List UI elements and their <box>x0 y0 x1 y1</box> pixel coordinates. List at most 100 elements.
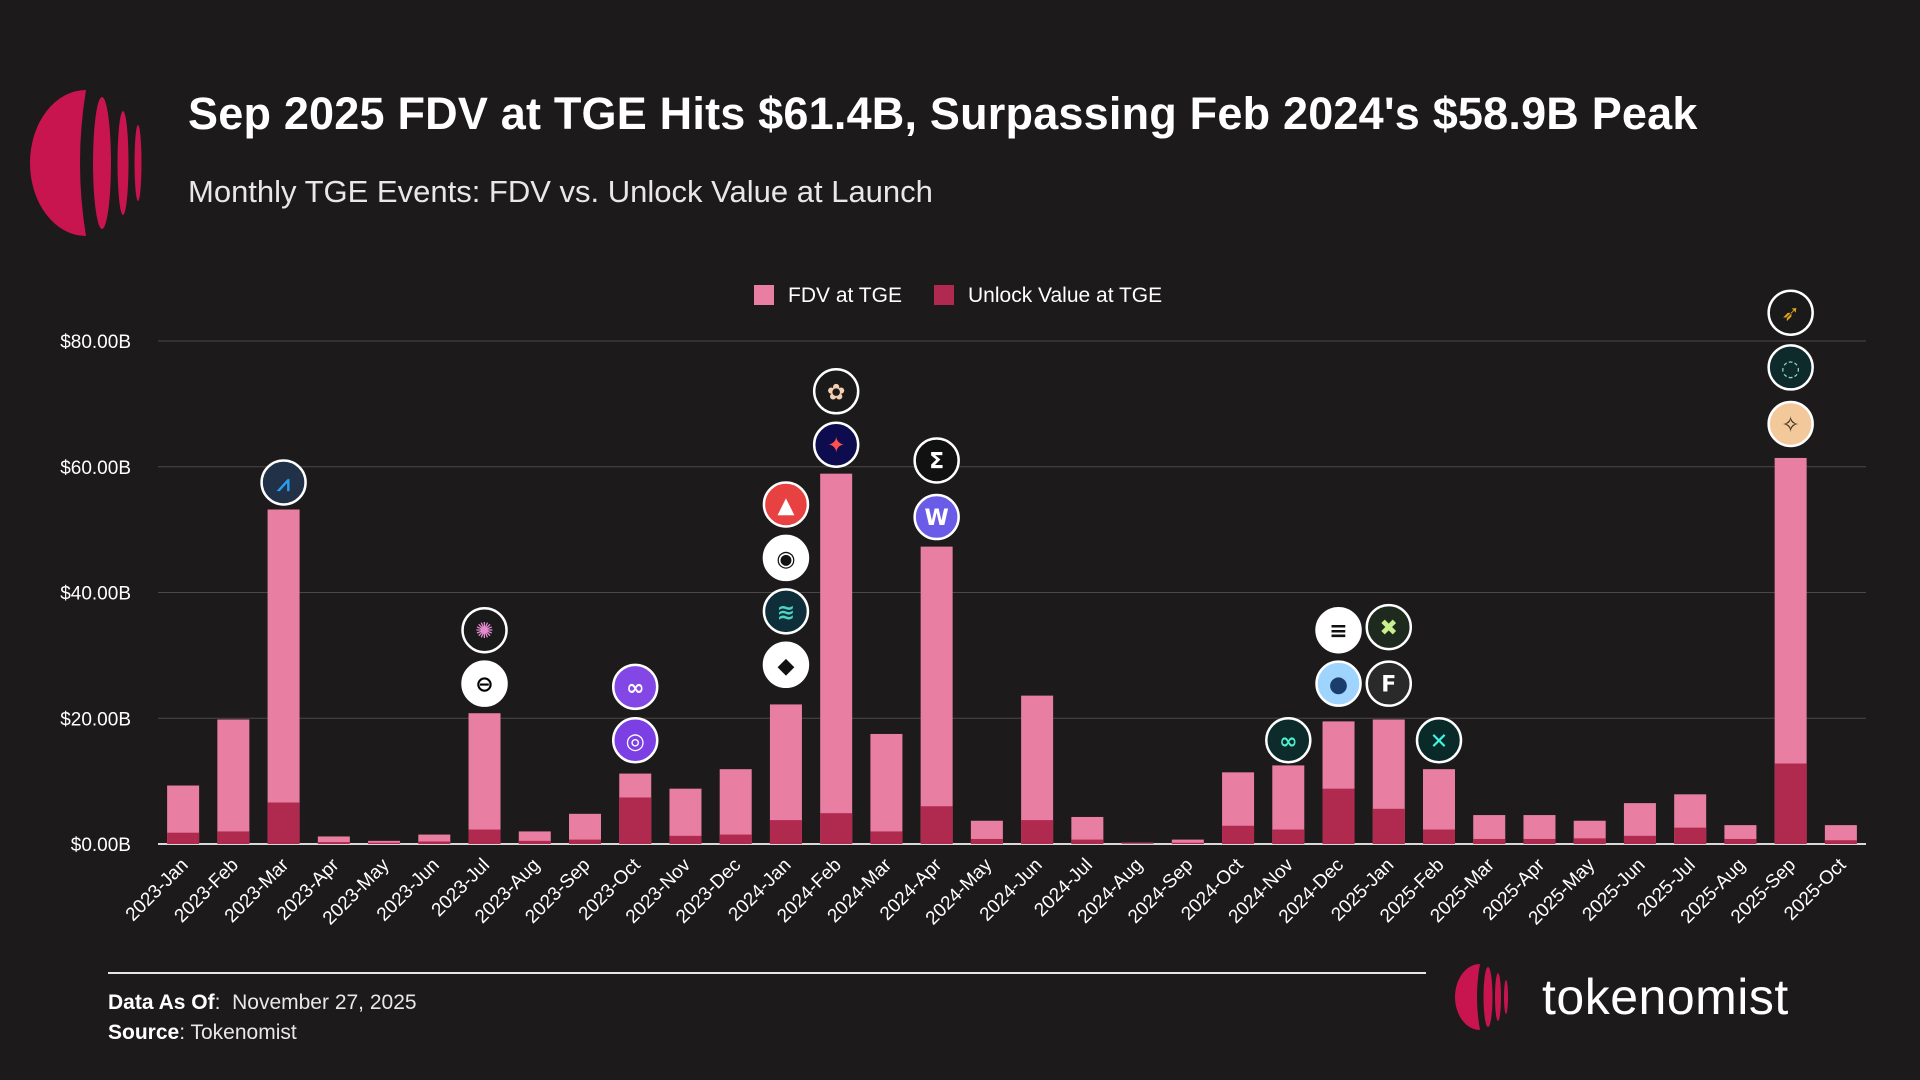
bar-unlock <box>1623 835 1656 844</box>
bar-fdv <box>217 719 250 844</box>
avalanche-style-icon: ▲ <box>762 481 810 528</box>
infinity-icon-glyph: ∞ <box>1279 729 1297 754</box>
compass-icon-circle <box>1767 400 1814 448</box>
brand-name: tokenomist <box>1542 969 1789 1025</box>
penguin-icon-glyph: ● <box>1329 673 1348 698</box>
bar-unlock <box>1071 839 1104 844</box>
bar-fdv <box>1121 842 1154 844</box>
bird-icon-circle <box>1767 289 1814 336</box>
legend-label-unlock: Unlock Value at TGE <box>968 284 1162 307</box>
bar-fdv <box>468 713 501 844</box>
source-label: Source <box>108 1021 180 1044</box>
ring-icon-circle <box>1767 344 1814 391</box>
bar-fdv <box>1171 839 1204 844</box>
bar-unlock <box>619 797 652 844</box>
bar-unlock <box>1222 825 1255 844</box>
bar-unlock <box>317 842 350 844</box>
bar-fdv <box>970 820 1003 844</box>
wave-icon-glyph: ≋ <box>777 600 795 625</box>
worldcoin-sunburst-icon: ✺ <box>461 606 508 654</box>
bar-unlock <box>518 840 551 844</box>
spiral-icon: ◉ <box>762 534 810 582</box>
worldcoin-icon: ⊖ <box>461 660 508 707</box>
infinity-icon-circle <box>1265 717 1312 764</box>
speed-lines-icon-glyph: ≡ <box>1329 619 1347 644</box>
avalanche-style-icon-glyph: ▲ <box>777 493 794 518</box>
wormhole-icon: W <box>913 493 960 541</box>
bar-unlock <box>1121 843 1154 844</box>
bar-unlock <box>468 829 501 844</box>
bar-unlock <box>920 806 953 844</box>
y-tick-label: $80.00B <box>60 332 131 353</box>
legend-swatch-fdv <box>754 285 774 305</box>
bar-unlock <box>769 820 802 844</box>
bar-fdv <box>1021 695 1054 844</box>
legend: FDV at TGE Unlock Value at TGE <box>754 284 1162 307</box>
bar-unlock <box>669 835 702 844</box>
source-value: Tokenomist <box>190 1021 297 1044</box>
flower-icon-glyph: ✿ <box>827 380 845 405</box>
y-tick-label: $40.00B <box>60 584 131 605</box>
bar-fdv <box>669 788 702 844</box>
cross-icon: ✖ <box>1365 603 1413 651</box>
worldcoin-sunburst-icon-glyph: ✺ <box>475 619 493 644</box>
bar-unlock <box>167 832 200 844</box>
bar-unlock <box>1573 838 1606 844</box>
bar-unlock <box>1372 808 1405 844</box>
data-as-of-value: November 27, 2025 <box>232 991 417 1014</box>
diamond-icon: ◆ <box>762 641 810 689</box>
diamond-icon-glyph: ◆ <box>777 654 794 679</box>
bar-fdv <box>719 769 752 844</box>
arbitrum-icon: ⩘ <box>260 459 307 506</box>
footer-notes: Data As Of: November 27, 2025 Source: To… <box>108 988 417 1048</box>
bird-icon-glyph: ➶ <box>1781 302 1799 327</box>
penguin-icon: ● <box>1315 660 1362 707</box>
compass-icon-glyph: ✧ <box>1781 413 1799 438</box>
sphere-icon-glyph: ◎ <box>626 729 645 754</box>
polygon-icon-glyph: ∞ <box>626 676 644 701</box>
bar-fdv <box>1824 825 1857 844</box>
starknet-icon-circle <box>812 421 860 468</box>
bar-unlock <box>1322 788 1355 844</box>
bar-fdv <box>267 509 300 844</box>
speed-lines-icon-circle <box>1315 606 1362 654</box>
bar-unlock <box>1523 838 1556 844</box>
bar-unlock <box>1774 763 1807 844</box>
compass-icon: ✧ <box>1767 400 1814 448</box>
bar-unlock <box>820 813 853 844</box>
bar-unlock <box>1674 827 1707 844</box>
wormhole-icon-glyph: W <box>925 506 949 531</box>
grid-x-icon: ✕ <box>1415 717 1463 764</box>
polygon-icon-circle <box>611 663 659 711</box>
bar-fdv <box>569 813 601 844</box>
bar-fdv <box>870 733 903 844</box>
worldcoin-icon-glyph: ⊖ <box>475 673 493 698</box>
legend-label-fdv: FDV at TGE <box>788 284 902 307</box>
footer-divider <box>108 972 1426 974</box>
penguin-icon-circle <box>1315 660 1362 707</box>
y-tick-label: $60.00B <box>60 458 131 479</box>
bar-unlock <box>1021 820 1054 844</box>
flower-icon-circle <box>812 368 860 415</box>
sphere-icon: ◎ <box>611 717 659 764</box>
bar-fdv <box>1071 816 1104 844</box>
cross-icon-circle <box>1365 603 1413 651</box>
spiral-icon-circle <box>762 534 810 582</box>
source-row: Source: Tokenomist <box>108 1021 297 1044</box>
wave-icon: ≋ <box>762 588 810 635</box>
worldcoin-sunburst-icon-circle <box>461 606 508 654</box>
bar-unlock <box>217 831 250 844</box>
fight-icon-circle <box>1365 660 1413 707</box>
bar-fdv <box>317 836 350 844</box>
cross-icon-glyph: ✖ <box>1380 616 1398 641</box>
bar-unlock <box>267 802 300 844</box>
bar-unlock <box>1272 829 1305 844</box>
grid-x-icon-circle <box>1415 717 1463 764</box>
wave-icon-circle <box>762 588 810 635</box>
bar-unlock <box>970 838 1003 844</box>
bar-fdv <box>368 840 401 844</box>
ring-icon-glyph: ◌ <box>1781 356 1800 381</box>
ethena-icon-glyph: Σ <box>929 449 944 474</box>
avalanche-style-icon-circle <box>762 481 810 528</box>
